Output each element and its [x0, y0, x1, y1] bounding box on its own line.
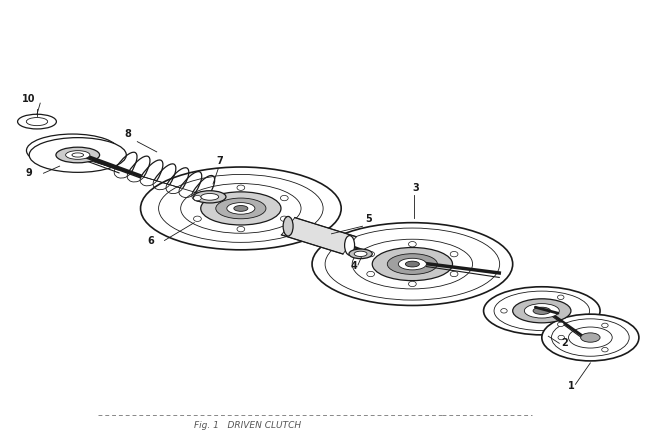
Ellipse shape: [569, 327, 612, 348]
Ellipse shape: [372, 247, 452, 280]
Ellipse shape: [406, 261, 419, 267]
Circle shape: [280, 195, 288, 201]
Ellipse shape: [27, 134, 119, 167]
Ellipse shape: [29, 138, 126, 172]
Ellipse shape: [542, 314, 639, 361]
Ellipse shape: [325, 228, 500, 300]
Ellipse shape: [159, 174, 323, 242]
Ellipse shape: [387, 254, 437, 275]
Ellipse shape: [194, 191, 226, 203]
Text: 4: 4: [351, 262, 358, 271]
Circle shape: [408, 241, 416, 247]
Circle shape: [408, 281, 416, 287]
Text: 5: 5: [366, 214, 372, 224]
Ellipse shape: [140, 167, 341, 250]
Ellipse shape: [18, 114, 57, 129]
Circle shape: [500, 309, 507, 313]
Ellipse shape: [201, 194, 218, 200]
Circle shape: [237, 185, 245, 190]
Ellipse shape: [354, 251, 367, 256]
Ellipse shape: [352, 239, 473, 289]
Circle shape: [367, 271, 374, 277]
Circle shape: [602, 348, 608, 352]
Ellipse shape: [580, 333, 600, 342]
Ellipse shape: [181, 184, 301, 233]
Ellipse shape: [344, 236, 355, 255]
Ellipse shape: [72, 153, 84, 157]
Text: Fig. 1   DRIVEN CLUTCH: Fig. 1 DRIVEN CLUTCH: [194, 421, 301, 430]
Ellipse shape: [513, 299, 571, 323]
Ellipse shape: [398, 258, 426, 270]
Ellipse shape: [533, 307, 551, 314]
Circle shape: [558, 322, 564, 327]
Ellipse shape: [216, 198, 266, 219]
Ellipse shape: [66, 151, 90, 159]
Text: 6: 6: [147, 236, 153, 246]
Circle shape: [558, 335, 564, 340]
Text: 7: 7: [217, 156, 224, 166]
Ellipse shape: [525, 304, 559, 318]
Polygon shape: [281, 218, 356, 254]
Circle shape: [280, 216, 288, 221]
Circle shape: [602, 323, 608, 327]
Ellipse shape: [349, 249, 372, 258]
Circle shape: [237, 226, 245, 232]
Ellipse shape: [234, 206, 248, 211]
Ellipse shape: [56, 147, 99, 163]
Ellipse shape: [201, 192, 281, 225]
Ellipse shape: [26, 117, 47, 125]
Ellipse shape: [552, 319, 629, 356]
Text: 2: 2: [561, 338, 568, 349]
Circle shape: [450, 271, 458, 277]
Text: 9: 9: [25, 168, 32, 178]
Text: 10: 10: [22, 94, 35, 103]
Ellipse shape: [312, 223, 513, 306]
Circle shape: [450, 251, 458, 257]
Text: 8: 8: [124, 129, 131, 139]
Circle shape: [194, 195, 202, 201]
Ellipse shape: [484, 287, 600, 335]
Circle shape: [367, 251, 374, 257]
Ellipse shape: [227, 202, 255, 214]
Text: 3: 3: [412, 183, 419, 193]
Circle shape: [194, 216, 202, 221]
Ellipse shape: [494, 291, 590, 331]
Circle shape: [558, 295, 564, 300]
Ellipse shape: [283, 216, 293, 236]
Text: 1: 1: [567, 381, 575, 391]
